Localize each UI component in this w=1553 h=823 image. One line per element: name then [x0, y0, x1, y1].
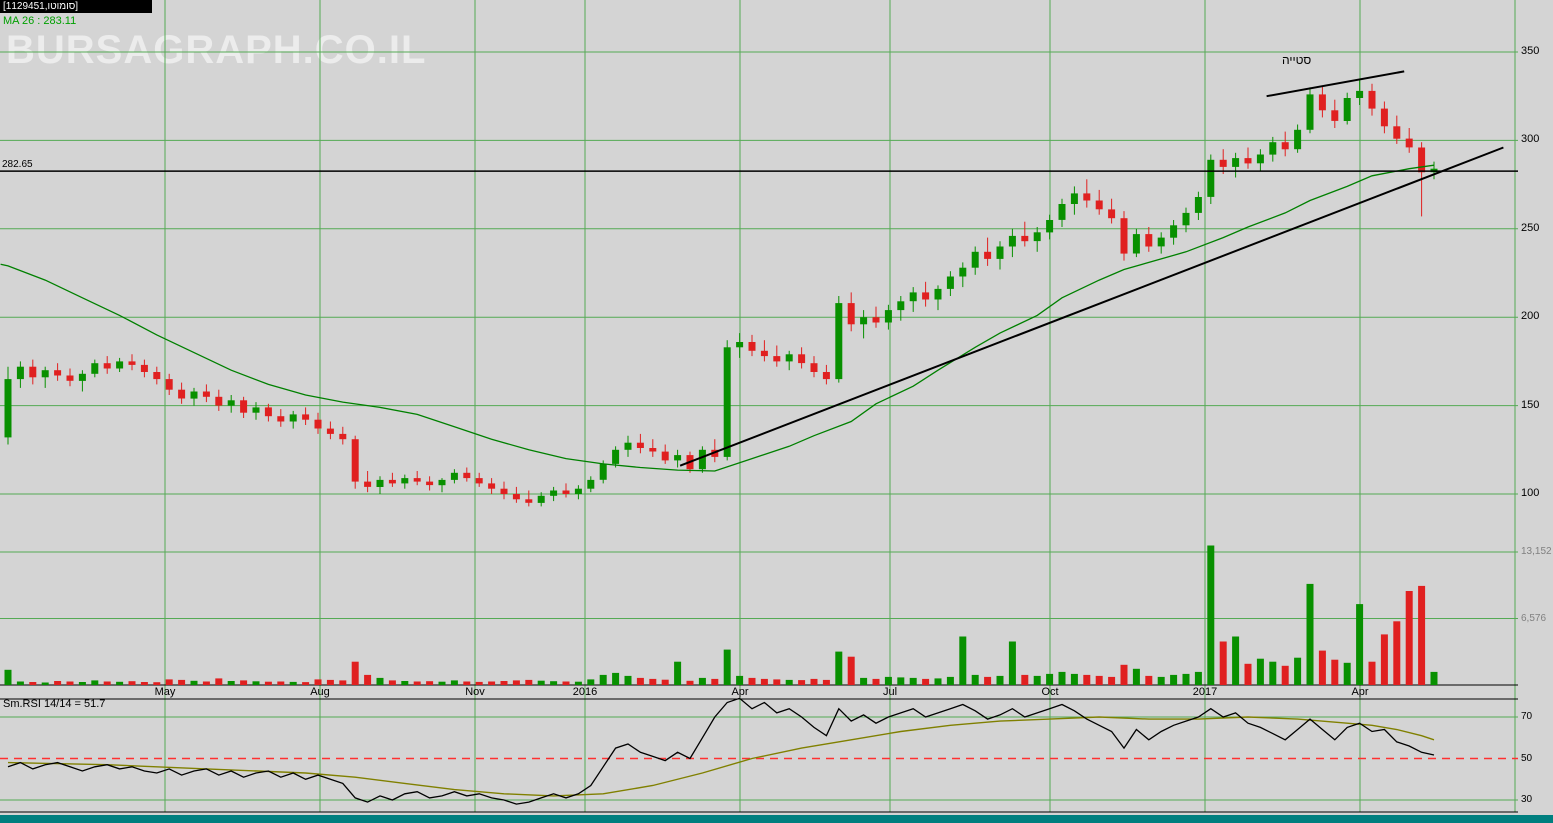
panel-separators: [0, 684, 1518, 813]
candlesticks: [4, 80, 1438, 507]
volume-bars: [4, 545, 1438, 685]
symbol-title: [1129451,סומוטו]: [0, 0, 152, 13]
rsi-lines: [7, 697, 1435, 805]
ma-value-label: MA 26 : 283.11: [3, 15, 77, 27]
price-level-label: 282.65: [2, 159, 33, 170]
ma26-line: [0, 164, 1435, 472]
bottom-teal-bar: [0, 815, 1553, 823]
deviation-annotation: סטייה: [1282, 53, 1312, 67]
watermark: BURSAGRAPH.CO.IL: [6, 28, 427, 72]
rsi-indicator-label: Sm.RSI 14/14 = 51.7: [3, 698, 106, 710]
gridlines: [0, 0, 1518, 812]
trendlines: [679, 70, 1504, 467]
